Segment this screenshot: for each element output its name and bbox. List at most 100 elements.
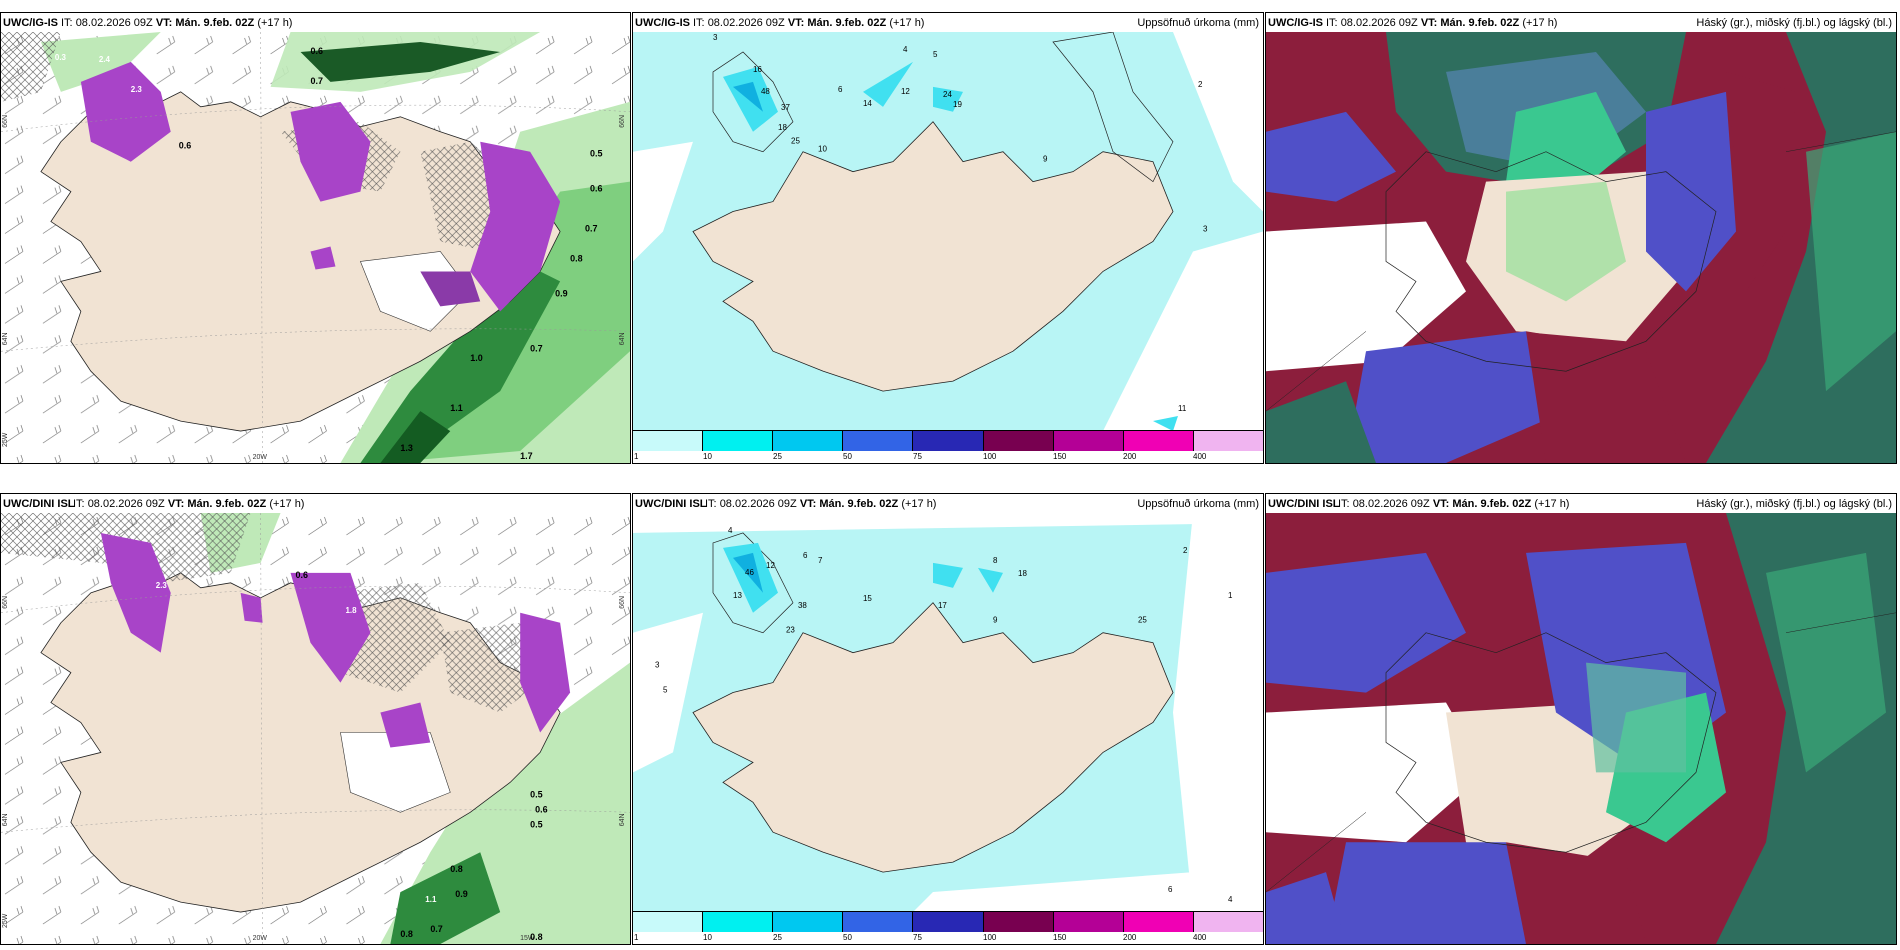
colorbar-segment: [913, 912, 984, 932]
value-label: 0.6: [311, 46, 323, 56]
colorbar-tick: 75: [913, 452, 922, 461]
initial-time: 08.02.2026 09Z: [707, 17, 785, 29]
value-label: 18: [778, 123, 787, 132]
value-label: 15: [863, 594, 872, 603]
value-label: 0.3: [55, 53, 67, 62]
initial-time: 08.02.2026 09Z: [719, 498, 797, 510]
panel-header: UWC/IG-IS IT: 08.02.2026 09Z VT: Mán. 9.…: [1266, 13, 1896, 32]
model-name: UWC/DINI ISL: [1268, 498, 1340, 510]
vt-label: VT:: [799, 498, 817, 510]
value-label: 16: [753, 65, 762, 74]
colorbar-segment: [1053, 431, 1124, 451]
it-label: IT:: [1338, 498, 1350, 510]
it-label: IT:: [705, 498, 717, 510]
valid-time: Mán. 9.feb. 02Z: [175, 17, 255, 29]
precip-colorbar: [633, 430, 1263, 451]
value-label: 3: [1203, 225, 1208, 234]
initial-time: 08.02.2026 09Z: [1352, 498, 1430, 510]
precip-colorbar: [633, 911, 1263, 932]
panel-title: Háský (gr.), miðský (fj.bl.) og lágský (…: [1696, 498, 1892, 510]
value-label: 0.6: [179, 141, 191, 151]
colorbar-segment: [703, 912, 774, 932]
map-snow-precip: 66N 64N 66N 64N 25W 20W 0.6 0.7 0.6 0.3 …: [1, 32, 630, 463]
map-snow-precip: 66N 64N 66N 64N 25W 20W 15W 0.6 0.5 0.6 …: [1, 513, 630, 944]
panel-header: UWC/DINI ISL IT: 08.02.2026 09Z VT: Mán.…: [1266, 494, 1896, 513]
value-label: 0.7: [430, 924, 442, 934]
value-label: 13: [733, 591, 742, 600]
value-label: 0.8: [400, 929, 412, 939]
it-label: IT:: [1326, 17, 1338, 29]
iceland-land: [693, 121, 1173, 392]
lat-label: 64N: [2, 813, 9, 826]
it-label: IT:: [73, 498, 85, 510]
it-label: IT:: [61, 17, 73, 29]
lat-label: 66N: [2, 115, 9, 128]
lat-label: 64N: [2, 332, 9, 345]
lat-label-right: 66N: [619, 596, 626, 609]
valid-time: Mán. 9.feb. 02Z: [1440, 17, 1520, 29]
colorbar-segment: [703, 431, 774, 451]
model-name: UWC/IG-IS: [1268, 17, 1323, 29]
panel-top-right: UWC/IG-IS IT: 08.02.2026 09Z VT: Mán. 9.…: [1265, 12, 1897, 464]
panel-bottom-left: UWC/DINI ISL IT: 08.02.2026 09Z VT: Mán.…: [0, 493, 631, 945]
value-label: 11: [1178, 404, 1187, 413]
iceland-land: [693, 602, 1173, 873]
value-label: 4: [903, 45, 908, 54]
value-label: 1: [1228, 591, 1233, 600]
map-svg: 66N 64N 66N 64N 25W 20W 0.6 0.7 0.6 0.3 …: [1, 32, 630, 463]
value-label: 1.8: [345, 606, 357, 615]
value-label: 3: [713, 33, 718, 42]
value-label: 0.6: [590, 184, 602, 194]
lon-label: 15W: [520, 935, 535, 942]
value-label: 1.7: [520, 451, 532, 461]
value-label: 46: [745, 568, 754, 577]
value-label: 2: [1183, 546, 1188, 555]
colorbar-tick: 400: [1193, 933, 1207, 942]
panel-top-middle: UWC/IG-IS IT: 08.02.2026 09Z VT: Mán. 9.…: [632, 12, 1264, 464]
value-label: 1.1: [450, 403, 462, 413]
value-label: 12: [766, 561, 775, 570]
value-label: 2.3: [131, 85, 143, 94]
map-svg: 3 4 5 6 7 8 9 12 13 15 17 18 23 25 38 46…: [633, 513, 1263, 912]
map-svg: [1266, 513, 1896, 944]
valid-time: Mán. 9.feb. 02Z: [1452, 498, 1532, 510]
value-label: 18: [1018, 569, 1027, 578]
initial-time: 08.02.2026 09Z: [75, 17, 153, 29]
map-svg: [1266, 32, 1896, 463]
vt-label: VT:: [167, 498, 185, 510]
colorbar-tick: 10: [703, 452, 712, 461]
value-label: 25: [791, 137, 800, 146]
map-svg: 3 4 5 6 9 12 14 16 18 19 24 25 37 48 10 …: [633, 32, 1263, 431]
model-name: UWC/IG-IS: [635, 17, 690, 29]
value-label: 2: [1198, 80, 1203, 89]
colorbar-tick: 200: [1123, 452, 1137, 461]
value-label: 3: [655, 661, 660, 670]
value-label: 6: [803, 551, 808, 560]
value-label: 0.7: [311, 76, 323, 86]
lead-time: (+17 h): [1534, 498, 1570, 510]
panel-header: UWC/IG-IS IT: 08.02.2026 09Z VT: Mán. 9.…: [633, 13, 1263, 32]
value-label: 0.6: [535, 804, 547, 814]
value-label: 0.9: [455, 889, 467, 899]
value-label: 9: [993, 616, 998, 625]
map-cloud-cover: [1266, 32, 1896, 463]
model-name: UWC/DINI ISL: [3, 498, 75, 510]
value-label: 17: [938, 601, 947, 610]
colorbar-tick: 1: [634, 933, 639, 942]
value-label: 0.7: [530, 343, 542, 353]
colorbar-segment: [913, 431, 984, 451]
panel-header: UWC/DINI ISL IT: 08.02.2026 09Z VT: Mán.…: [1, 494, 630, 513]
colorbar-segment: [1193, 431, 1263, 451]
lat-label-right: 64N: [619, 813, 626, 826]
value-label: 5: [933, 50, 938, 59]
colorbar-segment: [983, 431, 1054, 451]
colorbar-segment: [633, 912, 704, 932]
colorbar-tick: 25: [773, 452, 782, 461]
value-label: 23: [786, 626, 795, 635]
lead-time: (+17 h): [257, 17, 293, 29]
value-label: 4: [1228, 895, 1233, 904]
colorbar-ticks: 1 10 25 50 75 100 150 200 400: [633, 452, 1263, 463]
value-label: 38: [798, 601, 807, 610]
vt-label: VT:: [1420, 17, 1438, 29]
colorbar-segment: [1193, 912, 1263, 932]
